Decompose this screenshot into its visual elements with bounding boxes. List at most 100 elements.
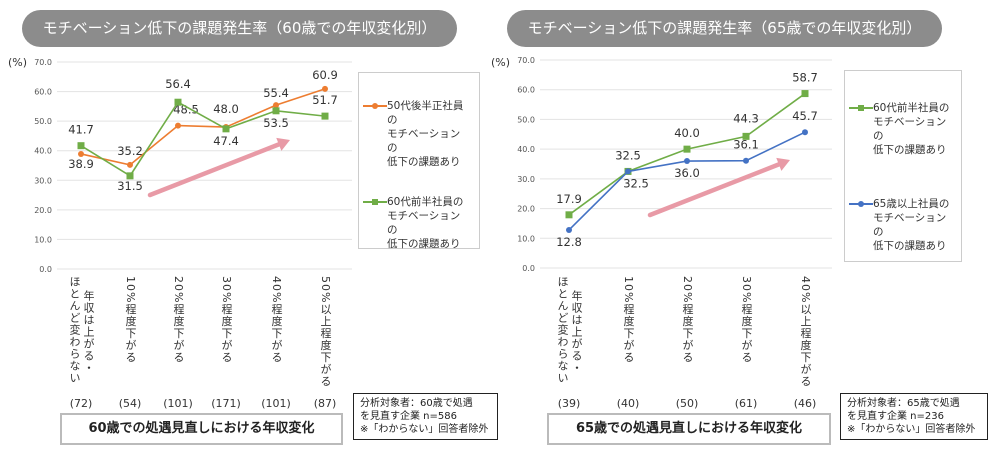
data-label: 32.5 bbox=[615, 148, 641, 162]
x-category-count: (50) bbox=[675, 397, 699, 410]
legend-60: 50代後半正社員の モチベーションの 低下の課題あり 60代前半社員の モチベーション… bbox=[358, 72, 480, 251]
x-category-label: ほとんど変わらない bbox=[556, 276, 569, 384]
legend-text: モチベーションの bbox=[873, 212, 947, 238]
data-point-square bbox=[77, 142, 85, 150]
data-point-square bbox=[742, 132, 750, 140]
y-unit-65: (%) bbox=[491, 56, 511, 69]
trend-arrow-head-icon bbox=[776, 157, 790, 171]
data-label: 41.7 bbox=[68, 123, 94, 137]
data-label: 12.8 bbox=[556, 235, 582, 249]
data-label: 44.3 bbox=[733, 111, 759, 125]
y-tick-label: 40.0 bbox=[517, 145, 535, 154]
x-category-label: ほとんど変わらない bbox=[68, 276, 81, 384]
series-line bbox=[568, 92, 806, 216]
legend-text: 60代前半社員の bbox=[387, 196, 464, 208]
y-unit-60: (%) bbox=[8, 56, 28, 69]
legend-text: 低下の課題あり bbox=[387, 238, 461, 250]
data-label: 45.7 bbox=[792, 109, 818, 123]
data-label: 60.9 bbox=[312, 68, 338, 82]
y-tick-label: 30.0 bbox=[517, 175, 535, 184]
y-tick-label: 50.0 bbox=[517, 115, 535, 124]
x-axis-title-60: 60歳での処遇見直しにおける年収変化 bbox=[60, 413, 343, 445]
x-category-label: 20%程度下がる bbox=[172, 276, 185, 364]
data-point-circle bbox=[78, 150, 84, 157]
x-category-count: (101) bbox=[163, 397, 193, 410]
y-tick-label: 10.0 bbox=[517, 234, 535, 243]
data-label: 38.9 bbox=[68, 157, 94, 171]
legend-text: 60代前半社員の bbox=[873, 102, 950, 114]
x-category-count: (39) bbox=[557, 397, 581, 410]
x-category-count: (40) bbox=[616, 397, 640, 410]
analysis-note-60: 分析対象者：60歳で処遇 を見直す企業 n=586 ※「わからない」回答者除外 bbox=[353, 393, 498, 440]
legend-text: 低下の課題あり bbox=[387, 156, 461, 168]
green-square-marker-icon bbox=[849, 101, 873, 115]
data-label: 51.7 bbox=[312, 93, 338, 107]
chart-title-65: モチベーション低下の課題発生率（65歳での年収変化別） bbox=[507, 10, 942, 47]
data-label: 31.5 bbox=[117, 179, 143, 193]
x-category-label: 20%程度下がる bbox=[681, 276, 694, 364]
x-category-count: (61) bbox=[734, 397, 758, 410]
data-point-square bbox=[801, 90, 809, 98]
x-category-label: 10%程度下がる bbox=[622, 276, 635, 364]
y-tick-label: 20.0 bbox=[517, 205, 535, 214]
y-tick-label: 0.0 bbox=[39, 265, 52, 274]
y-tick-label: 0.0 bbox=[522, 264, 535, 273]
data-point-square bbox=[683, 145, 691, 153]
data-point-square bbox=[222, 125, 230, 133]
x-category-count: (46) bbox=[793, 397, 817, 410]
x-category-count: (72) bbox=[69, 397, 93, 410]
x-category-label: 40%程度下がる bbox=[270, 276, 283, 364]
y-tick-label: 30.0 bbox=[34, 176, 52, 185]
x-category-label: 年収は上がる・ bbox=[570, 290, 583, 374]
y-tick-label: 20.0 bbox=[34, 206, 52, 215]
note-line: ※「わからない」回答者除外 bbox=[360, 424, 489, 435]
x-category-label: 40%以上程度下がる bbox=[799, 276, 812, 388]
trend-arrow bbox=[147, 142, 282, 198]
data-point-circle bbox=[566, 226, 572, 233]
data-label: 40.0 bbox=[674, 126, 700, 140]
series-line bbox=[80, 101, 326, 177]
data-point-square bbox=[126, 172, 134, 180]
analysis-note-65: 分析対象者：65歳で処遇 を見直す企業 n=236 ※「わからない」回答者除外 bbox=[840, 393, 988, 440]
legend-item-60s-early: 60代前半社員の モチベーションの 低下の課題あり bbox=[849, 101, 955, 157]
data-point-circle bbox=[625, 168, 631, 175]
data-label: 58.7 bbox=[792, 71, 818, 85]
data-label: 47.4 bbox=[213, 134, 239, 148]
x-category-count: (87) bbox=[313, 397, 337, 410]
data-point-circle bbox=[273, 102, 279, 109]
legend-text: モチベーションの bbox=[387, 210, 461, 236]
data-label: 55.4 bbox=[263, 86, 289, 100]
data-label: 36.1 bbox=[733, 138, 759, 152]
x-category-label: 50%以上程度下がる bbox=[319, 276, 332, 388]
legend-text: 50代後半正社員の bbox=[387, 100, 464, 126]
series-line bbox=[80, 88, 326, 166]
legend-text: 低下の課題あり bbox=[873, 240, 947, 252]
blue-circle-marker-icon bbox=[849, 197, 873, 211]
data-label: 48.0 bbox=[213, 102, 239, 116]
y-tick-label: 70.0 bbox=[517, 56, 535, 65]
x-category-count: (101) bbox=[261, 397, 291, 410]
x-category-label: 30%程度下がる bbox=[740, 276, 753, 364]
legend-text: モチベーションの bbox=[387, 128, 461, 154]
y-tick-label: 10.0 bbox=[34, 235, 52, 244]
data-point-circle bbox=[322, 85, 328, 92]
data-label: 56.4 bbox=[165, 77, 191, 91]
data-point-circle bbox=[127, 161, 133, 168]
data-point-circle bbox=[684, 158, 690, 165]
x-category-count: (171) bbox=[211, 397, 241, 410]
legend-text: 65歳以上社員の bbox=[873, 198, 950, 210]
legend-item-60s-early: 60代前半社員のモチベーションの低下の課題あり bbox=[363, 195, 469, 251]
x-axis-title-65: 65歳での処遇見直しにおける年収変化 bbox=[547, 413, 831, 445]
note-line: を見直す企業 n=236 bbox=[847, 411, 944, 422]
y-tick-label: 70.0 bbox=[34, 58, 52, 67]
data-label: 48.5 bbox=[173, 103, 199, 117]
y-tick-label: 60.0 bbox=[517, 86, 535, 95]
x-category-label: 年収は上がる・ bbox=[82, 290, 95, 374]
data-point-square bbox=[272, 107, 280, 115]
data-point-square bbox=[565, 211, 573, 219]
trend-arrow bbox=[647, 162, 782, 218]
note-line: を見直す企業 n=586 bbox=[360, 411, 457, 422]
note-line: ※「わからない」回答者除外 bbox=[847, 424, 976, 435]
note-line: 分析対象者：65歳で処遇 bbox=[847, 398, 960, 409]
y-tick-label: 50.0 bbox=[34, 117, 52, 126]
